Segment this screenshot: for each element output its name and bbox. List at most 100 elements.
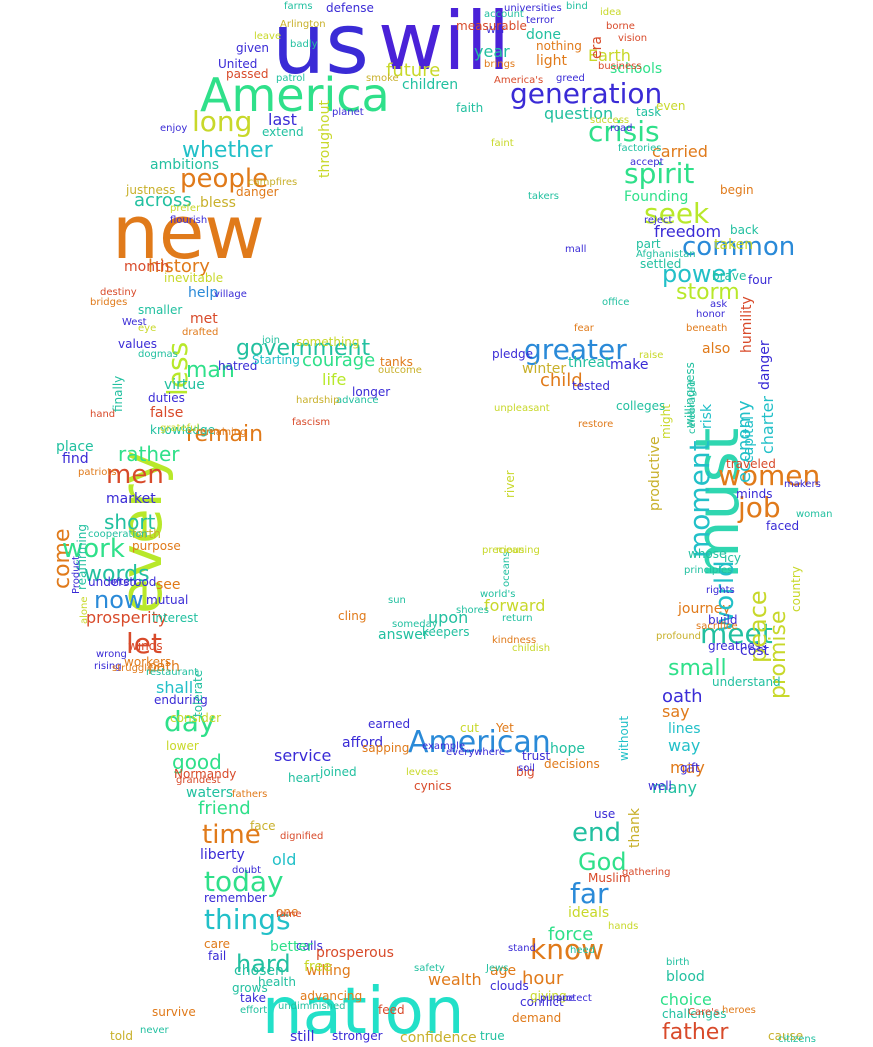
word-313: rising <box>94 661 122 672</box>
word-310: heroes <box>722 1005 756 1016</box>
word-100: forward <box>484 596 546 615</box>
word-135: met <box>190 311 218 327</box>
word-148: given <box>236 41 270 55</box>
word-200: one <box>276 905 299 919</box>
word-269: everywhere <box>446 747 505 758</box>
word-235: danger <box>236 185 279 199</box>
word-216: cling <box>338 609 367 623</box>
word-192: trust <box>522 749 551 763</box>
word-289: greed <box>556 73 585 84</box>
word-102: answer <box>378 627 429 643</box>
word-232: beneath <box>686 323 728 334</box>
word-91: danger <box>757 340 773 390</box>
word-176: country <box>789 566 803 612</box>
word-60: hard <box>236 950 291 978</box>
word-110: confidence <box>400 1030 477 1046</box>
word-160: era <box>589 36 605 59</box>
word-24: future <box>386 60 441 81</box>
word-67: force <box>548 924 594 945</box>
word-221: shores <box>456 605 489 616</box>
word-209: survive <box>152 1005 196 1019</box>
word-48: shall <box>156 678 194 697</box>
word-181: cost <box>740 643 770 659</box>
word-180: whose <box>688 547 727 561</box>
word-306: heed <box>570 945 595 956</box>
word-224: tested <box>572 379 611 393</box>
word-123: enduring <box>154 693 208 707</box>
word-204: take <box>240 991 266 1005</box>
word-162: business <box>598 61 642 72</box>
word-293: universities <box>504 3 562 14</box>
word-182: understand <box>712 675 781 689</box>
word-291: vision <box>618 33 648 44</box>
word-95: make <box>610 357 649 373</box>
word-198: consider <box>170 711 222 725</box>
word-82: greatness <box>708 639 768 653</box>
word-122: earned <box>368 717 411 731</box>
word-145: ambitions <box>150 157 220 173</box>
word-254: remaining <box>196 427 247 438</box>
word-194: decisions <box>544 757 600 771</box>
word-173: brave <box>712 269 747 283</box>
word-10: government <box>236 336 371 361</box>
word-256: fathers <box>232 789 268 800</box>
word-178: build <box>708 613 738 627</box>
word-277: ask <box>710 299 728 310</box>
word-170: part <box>636 237 661 251</box>
word-307: stand <box>508 943 536 954</box>
word-308: Jews <box>486 963 509 974</box>
word-278: honor <box>696 309 726 320</box>
word-42: short <box>104 510 156 534</box>
word-140: hatred <box>218 359 258 373</box>
word-282: road <box>610 123 633 134</box>
word-290: borne <box>606 21 635 32</box>
word-28: schools <box>610 61 663 77</box>
word-41: market <box>106 491 156 507</box>
word-169: back <box>730 223 759 237</box>
word-261: undiminished <box>278 1001 346 1012</box>
word-43: work <box>62 534 125 564</box>
word-129: workers <box>124 655 172 669</box>
word-105: taken <box>714 237 754 253</box>
word-214: oceans <box>501 551 512 587</box>
word-104: carried <box>652 142 708 161</box>
word-210: told <box>110 1029 133 1043</box>
word-38: virtue <box>164 377 205 393</box>
word-223: unpleasant <box>494 403 550 414</box>
word-80: meet <box>700 617 773 650</box>
word-280: accept <box>630 157 664 168</box>
word-179: icy <box>724 551 742 565</box>
word-314: struggled <box>112 663 160 674</box>
word-230: colleges <box>616 399 666 413</box>
word-153: War <box>486 25 506 36</box>
word-189: challenges <box>662 1007 727 1021</box>
word-163: throughout <box>317 100 333 178</box>
word-3: generation <box>510 77 663 110</box>
word-231: restore <box>578 419 614 430</box>
word-271: profound <box>656 631 702 642</box>
word-69: far <box>570 877 609 910</box>
word-300: precious <box>482 545 525 556</box>
word-130: purpose <box>132 539 181 553</box>
word-264: pursue <box>540 993 575 1004</box>
word-202: free <box>304 959 332 975</box>
word-30: history <box>148 256 210 277</box>
word-23: freedom <box>654 222 722 241</box>
word-66: know <box>530 933 604 966</box>
word-265: citizens <box>778 1034 816 1045</box>
word-274: principles <box>684 565 733 576</box>
word-29: year <box>474 42 510 61</box>
word-318: bridges <box>90 297 128 308</box>
word-94: also <box>702 341 731 357</box>
word-2: America <box>200 68 390 122</box>
word-187: cause <box>768 1029 804 1043</box>
word-88: moment <box>683 440 716 558</box>
word-78: oath <box>662 686 703 707</box>
word-166: task <box>636 105 662 119</box>
word-213: cynics <box>414 779 452 793</box>
word-147: extend <box>262 125 304 139</box>
word-92: capital <box>741 415 757 463</box>
word-74: may <box>670 758 705 777</box>
word-1: will <box>378 0 511 88</box>
word-11: long <box>192 105 253 138</box>
